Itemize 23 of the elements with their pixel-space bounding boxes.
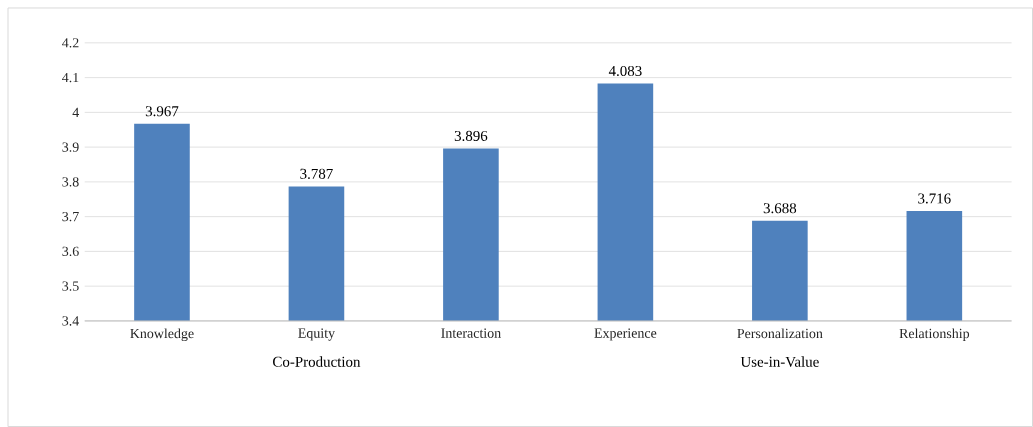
text: Co-Production [273, 356, 361, 367]
y-tick-label: 3.8 [62, 177, 79, 187]
data-label: 3.688 [763, 203, 797, 214]
y-tick-label: 3.4 [62, 316, 79, 326]
y-tick-label: 3.6 [62, 246, 79, 257]
y-tick-label: 4.1 [62, 72, 79, 83]
y-tick-label: 4.2 [62, 38, 79, 48]
data-label: 3.716 [918, 193, 951, 204]
y-tick-label: 3.9 [62, 142, 79, 152]
data-label: 3.967 [145, 106, 179, 117]
x-tick-label: Interaction [441, 328, 501, 338]
data-label: 3.896 [454, 130, 488, 142]
y-tick-label: 3.7 [62, 211, 79, 222]
y-tick-label: 4 [72, 107, 79, 117]
text: Use-in-Value [740, 356, 819, 367]
y-tick-label: 3.5 [62, 281, 79, 291]
x-tick-label: Knowledge [130, 328, 194, 342]
x-tick-label: Relationship [899, 328, 970, 342]
x-tick-label: Personalization [737, 328, 823, 339]
x-tick-label: Equity [298, 328, 335, 341]
x-tick-label: Experience [594, 328, 657, 341]
data-label: 4.083 [608, 65, 642, 77]
data-label: 3.787 [300, 168, 333, 179]
